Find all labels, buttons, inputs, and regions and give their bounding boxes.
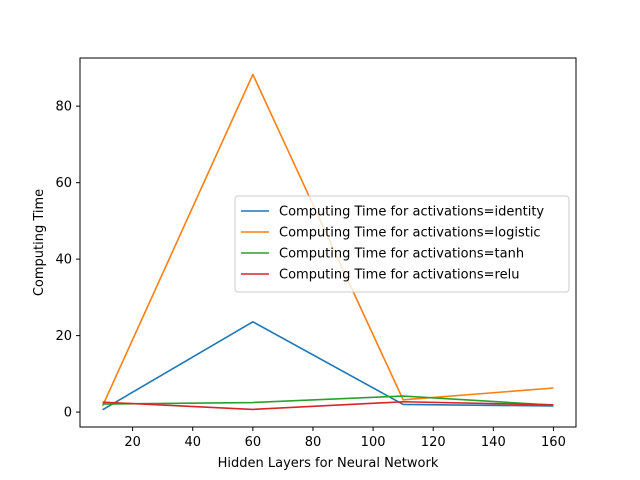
legend-label-3: Computing Time for activations=relu [279, 268, 519, 283]
x-tick-label-2: 60 [245, 435, 262, 450]
y-tick-label-4: 80 [55, 100, 72, 115]
legend: Computing Time for activations=identity C… [234, 195, 570, 293]
x-tick-label-1: 40 [184, 435, 201, 450]
x-tick-label-0: 20 [124, 435, 141, 450]
y-tick-label-1: 20 [55, 329, 72, 344]
x-tick-label-6: 140 [481, 435, 506, 450]
x-axis-label: Hidden Layers for Neural Network [218, 456, 439, 471]
x-axis-ticks: 20 40 60 80 100 120 140 160 [124, 427, 566, 450]
series-line-3 [102, 400, 554, 411]
legend-label-0: Computing Time for activations=identity [279, 205, 544, 220]
legend-label-1: Computing Time for activations=logistic [279, 226, 541, 241]
legend-label-2: Computing Time for activations=tanh [279, 247, 524, 262]
y-axis-ticks: 0 20 40 60 80 [55, 100, 80, 421]
series-line-2 [102, 395, 554, 406]
x-tick-label-7: 160 [541, 435, 566, 450]
y-axis-label: Computing Time [32, 189, 47, 296]
y-tick-label-3: 60 [55, 176, 72, 191]
legend-box [234, 195, 570, 293]
y-tick-label-2: 40 [55, 253, 72, 268]
x-tick-label-4: 100 [361, 435, 386, 450]
y-tick-label-0: 0 [64, 406, 72, 421]
x-tick-label-3: 80 [305, 435, 322, 450]
plot-frame [79, 57, 577, 428]
series-line-0 [102, 321, 554, 411]
x-tick-label-5: 120 [421, 435, 446, 450]
